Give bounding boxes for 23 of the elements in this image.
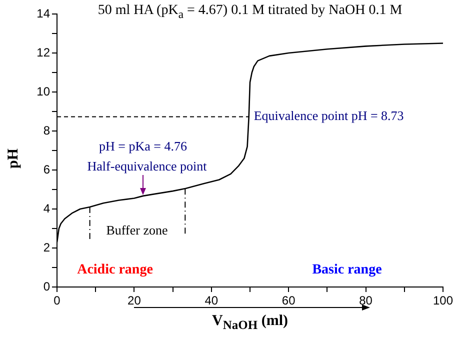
x-tick-label: 60	[282, 294, 296, 308]
annotation: Basic range	[312, 262, 382, 278]
y-tick-label: 0	[43, 279, 50, 294]
y-tick-label: 4	[43, 201, 50, 216]
y-axis-title: pH	[6, 148, 22, 169]
ref-line-label: Equivalence point pH = 8.73	[254, 108, 404, 124]
x-tick-label: 20	[128, 294, 142, 308]
chart-title: 50 ml HA (pK$_{a}$ = 4.67) 0.1 M titrated by NaOH 0.1 M	[96, 3, 404, 21]
annotation: pH = pKa = 4.76	[99, 138, 188, 154]
y-tick-label: 8	[43, 123, 50, 138]
x-tick-label: 0	[54, 294, 61, 308]
annotation: Acidic range	[77, 262, 153, 278]
annotation: Buffer zone	[106, 222, 168, 238]
annotation: Half-equivalence point	[87, 158, 208, 174]
x-tick-label: 80	[359, 294, 373, 308]
x-axis-title: V$_{NaOH}$ (ml)	[211, 313, 289, 333]
y-tick-label: 2	[43, 240, 50, 254]
y-tick-label: 12	[36, 45, 50, 60]
y-tick-label: 6	[43, 162, 50, 176]
x-tick-label: 40	[204, 294, 218, 308]
y-tick-label: 14	[36, 6, 50, 20]
y-tick-label: 10	[36, 84, 50, 98]
x-tick-label: 100	[432, 294, 454, 308]
